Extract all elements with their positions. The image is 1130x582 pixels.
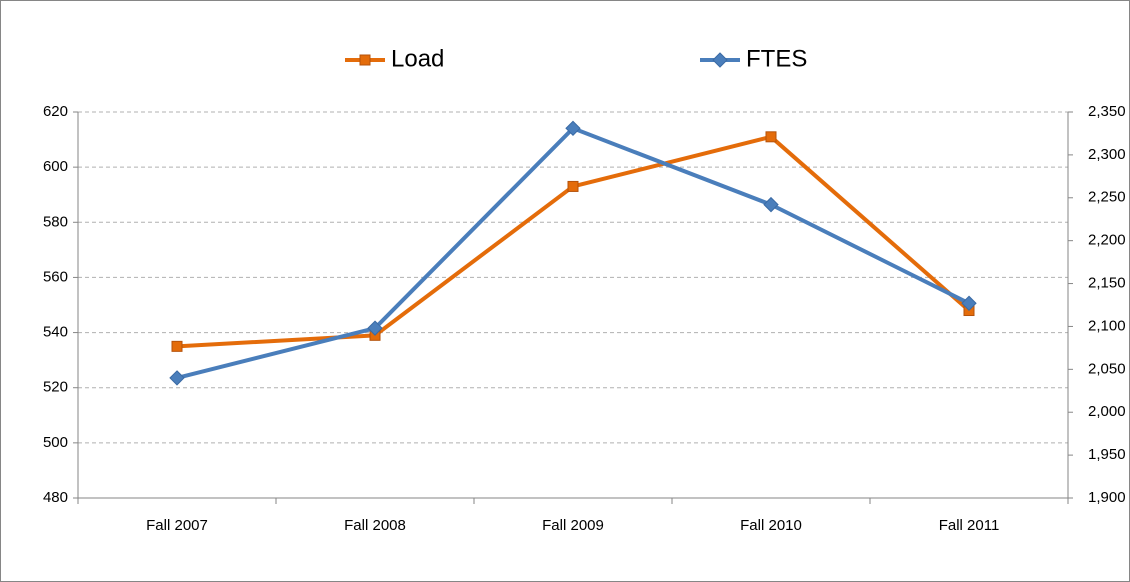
marker: [565, 120, 581, 137]
y2-tick-label: 1,900: [1088, 489, 1126, 506]
y2-tick-label: 2,150: [1088, 275, 1126, 292]
legend-label: FTES: [746, 45, 807, 72]
y2-tick-label: 2,250: [1088, 189, 1126, 206]
y-tick-label: 540: [43, 324, 68, 341]
x-tick-label: Fall 2010: [740, 517, 802, 534]
y2-tick-label: 2,200: [1088, 232, 1126, 249]
x-tick-label: Fall 2008: [344, 517, 406, 534]
y-tick-label: 560: [43, 268, 68, 285]
marker: [171, 340, 183, 352]
y-tick-label: 620: [43, 103, 68, 120]
y2-tick-label: 2,350: [1088, 103, 1126, 120]
marker: [359, 54, 371, 66]
y2-tick-label: 2,300: [1088, 146, 1126, 163]
y-tick-label: 600: [43, 158, 68, 175]
x-tick-label: Fall 2009: [542, 517, 604, 534]
x-tick-label: Fall 2007: [146, 517, 208, 534]
y-tick-label: 500: [43, 434, 68, 451]
marker: [961, 295, 977, 311]
y2-tick-label: 1,950: [1088, 446, 1126, 463]
y-tick-label: 480: [43, 489, 68, 506]
marker: [765, 131, 777, 143]
legend-label: Load: [391, 45, 444, 72]
marker: [712, 52, 728, 68]
y2-tick-label: 2,100: [1088, 317, 1126, 334]
y-tick-label: 580: [43, 213, 68, 230]
marker: [367, 320, 383, 336]
y2-tick-label: 2,050: [1088, 360, 1126, 377]
y-tick-label: 520: [43, 379, 68, 396]
marker: [567, 180, 579, 192]
marker: [763, 196, 779, 213]
x-tick-label: Fall 2011: [939, 517, 1000, 534]
y2-tick-label: 2,000: [1088, 403, 1126, 420]
marker: [169, 370, 185, 386]
